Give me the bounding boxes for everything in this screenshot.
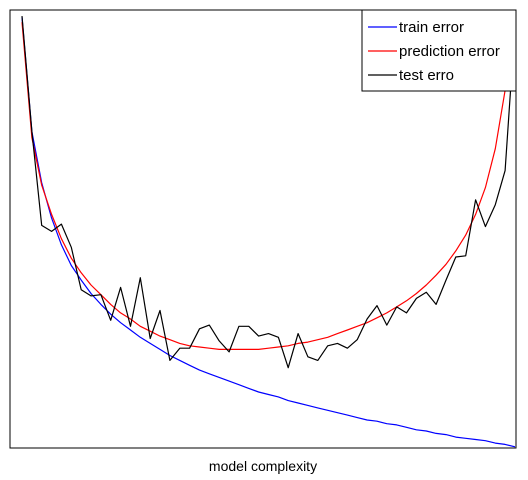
- legend-label-prediction-error: prediction error: [399, 43, 500, 60]
- series-line-prediction-error: [21, 14, 516, 350]
- series-line-train-error: [21, 17, 516, 448]
- legend-label-train-error: train error: [399, 19, 464, 36]
- x-axis-label: model complexity: [209, 458, 317, 474]
- legend: train error prediction error test erro: [361, 9, 517, 92]
- series-line-test-erro: [21, 16, 516, 369]
- legend-label-test-erro: test erro: [399, 67, 454, 84]
- legend-items: train error prediction error test erro: [368, 19, 500, 84]
- series-layer: [21, 14, 516, 448]
